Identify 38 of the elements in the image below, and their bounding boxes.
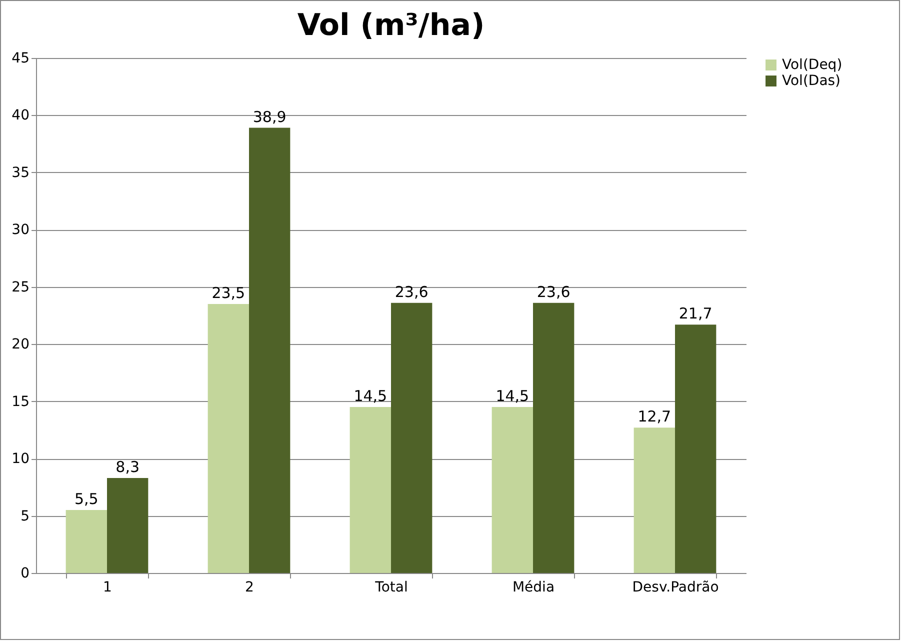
data-label: 14,5 bbox=[354, 387, 388, 406]
y-tick-label: 20 bbox=[12, 336, 30, 353]
y-tick-label: 25 bbox=[12, 279, 30, 296]
bar bbox=[533, 302, 574, 573]
data-label: 38,9 bbox=[252, 108, 286, 126]
data-label: 23,6 bbox=[536, 282, 570, 301]
x-tick-label: 1 bbox=[103, 580, 112, 596]
y-tick-label: 5 bbox=[20, 508, 30, 524]
x-tick-label: Média bbox=[512, 580, 555, 596]
bar bbox=[634, 428, 675, 573]
legend-label: Vol(Das) bbox=[782, 73, 841, 89]
bar bbox=[391, 302, 432, 573]
x-tick-label: Desv.Padrão bbox=[632, 580, 719, 596]
y-tick-label: 35 bbox=[12, 164, 30, 181]
data-label: 12,7 bbox=[638, 408, 672, 426]
x-tick-label: 2 bbox=[245, 580, 254, 596]
bar bbox=[350, 407, 391, 573]
y-tick-label: 45 bbox=[12, 50, 30, 66]
bar bbox=[208, 304, 249, 573]
y-tick-label: 0 bbox=[20, 566, 30, 582]
bar bbox=[66, 510, 107, 573]
x-tick-label: Total bbox=[374, 580, 408, 596]
chart-title: Vol (m³/ha) bbox=[297, 8, 485, 43]
y-tick-label: 40 bbox=[12, 108, 30, 124]
bar bbox=[492, 407, 533, 573]
y-tick-label: 10 bbox=[12, 451, 30, 468]
legend-label: Vol(Deq) bbox=[782, 57, 842, 73]
bar bbox=[249, 128, 290, 573]
bar bbox=[107, 478, 148, 573]
data-label: 5,5 bbox=[74, 490, 98, 508]
y-tick-label: 30 bbox=[12, 222, 30, 238]
y-tick-label: 15 bbox=[12, 394, 30, 410]
data-label: 21,7 bbox=[678, 304, 712, 323]
data-label: 14,5 bbox=[496, 387, 530, 406]
bar bbox=[675, 324, 716, 573]
data-label: 23,6 bbox=[394, 282, 428, 301]
data-label: 8,3 bbox=[116, 458, 140, 476]
data-label: 23,5 bbox=[212, 284, 246, 302]
